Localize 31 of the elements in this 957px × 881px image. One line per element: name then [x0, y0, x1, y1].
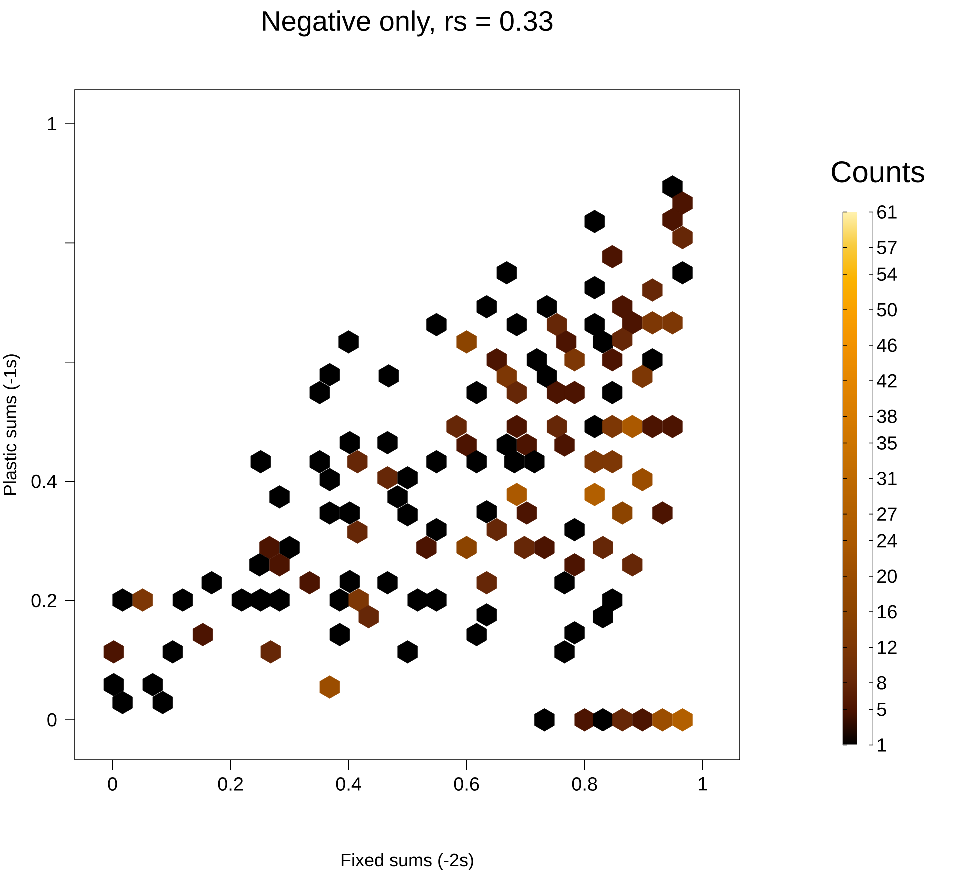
y-tick-label: 0.4 — [32, 474, 57, 488]
color-bar-label: 1 — [878, 738, 886, 752]
x-tick-label: 0.6 — [454, 778, 480, 791]
y-axis-title: Plastic sums (-1s) — [3, 354, 20, 496]
color-bar-label: 27 — [878, 508, 897, 521]
chart-title: Negative only, rs = 0.33 — [263, 10, 553, 37]
color-bar-label: 42 — [877, 374, 897, 388]
x-tick-label: 0.4 — [336, 778, 362, 791]
color-bar-label: 24 — [878, 534, 898, 548]
x-tick-label: 1 — [698, 778, 708, 791]
color-bar-label: 20 — [878, 570, 897, 584]
color-bar-label: 16 — [878, 605, 897, 619]
color-bar-label: 57 — [877, 241, 897, 254]
x-tick-label: 0.2 — [218, 778, 244, 791]
color-bar-label: 5 — [877, 703, 886, 716]
color-bar-label: 12 — [878, 640, 897, 654]
color-bar-label: 61 — [878, 206, 897, 219]
color-bar-label: 35 — [877, 436, 897, 450]
y-tick-label: 0 — [48, 713, 57, 727]
y-tick-label: 0.2 — [32, 594, 57, 608]
color-bar-label: 54 — [877, 268, 898, 282]
color-bar-label: 8 — [877, 676, 886, 690]
color-bar-title: Counts — [832, 161, 925, 183]
color-bar-label: 38 — [877, 410, 897, 424]
x-tick-label: 0 — [108, 778, 118, 791]
x-tick-label: 0.8 — [572, 778, 598, 791]
color-bar-label: 50 — [877, 303, 897, 317]
y-tick-label: 1 — [48, 117, 57, 131]
color-bar-label: 31 — [877, 472, 897, 486]
x-axis-title: Fixed sums (-2s) — [342, 853, 474, 870]
color-bar-label: 46 — [877, 338, 897, 352]
